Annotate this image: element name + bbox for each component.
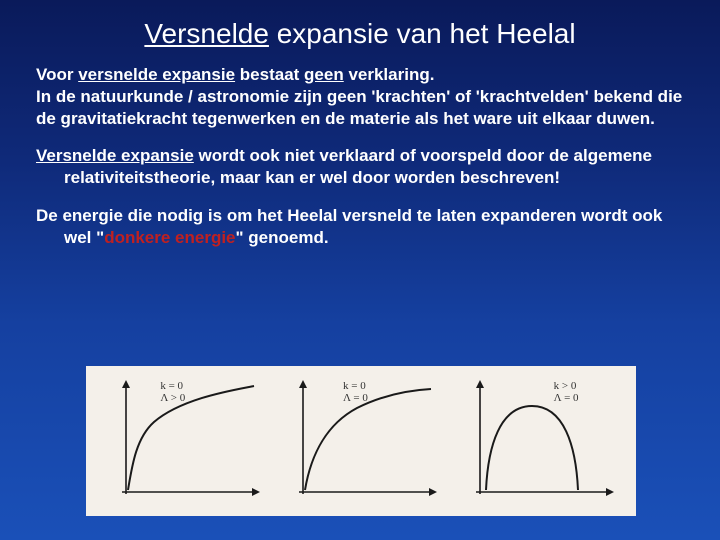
title-rest: expansie van het Heelal (269, 18, 576, 49)
panel-label-2: k > 0Λ = 0 (554, 380, 579, 404)
p2-underlined: Versnelde expansie (36, 146, 194, 165)
diagram-panel-2: k > 0Λ = 0 (458, 376, 618, 506)
paragraph-2: Versnelde expansie wordt ook niet verkla… (36, 145, 684, 189)
p1-text-e: verklaring. (344, 65, 435, 84)
p1-text-f: In de natuurkunde / astronomie zijn geen… (36, 87, 682, 128)
paragraph-1: Voor versnelde expansie bestaat geen ver… (36, 64, 684, 129)
p3-text-c: " genoemd. (236, 228, 329, 247)
diagram-panel-0: k = 0Λ > 0 (104, 376, 264, 506)
diagram-panel-1: k = 0Λ = 0 (281, 376, 441, 506)
p1-text-c: bestaat (235, 65, 304, 84)
panel-label-0: k = 0Λ > 0 (160, 380, 185, 404)
dark-energy-term: donkere energie (104, 228, 235, 247)
title-underlined-word: Versnelde (144, 18, 269, 49)
paragraph-3: De energie die nodig is om het Heelal ve… (36, 205, 684, 249)
p1-text-a: Voor (36, 65, 78, 84)
p1-underlined-2: geen (304, 65, 344, 84)
p1-underlined: versnelde expansie (78, 65, 235, 84)
slide-body: Voor versnelde expansie bestaat geen ver… (0, 64, 720, 248)
cosmology-diagram: k = 0Λ > 0 k = 0Λ = 0 k > 0Λ = 0 (86, 366, 636, 516)
slide-title: Versnelde expansie van het Heelal (0, 0, 720, 64)
panel-label-1: k = 0Λ = 0 (343, 380, 368, 404)
